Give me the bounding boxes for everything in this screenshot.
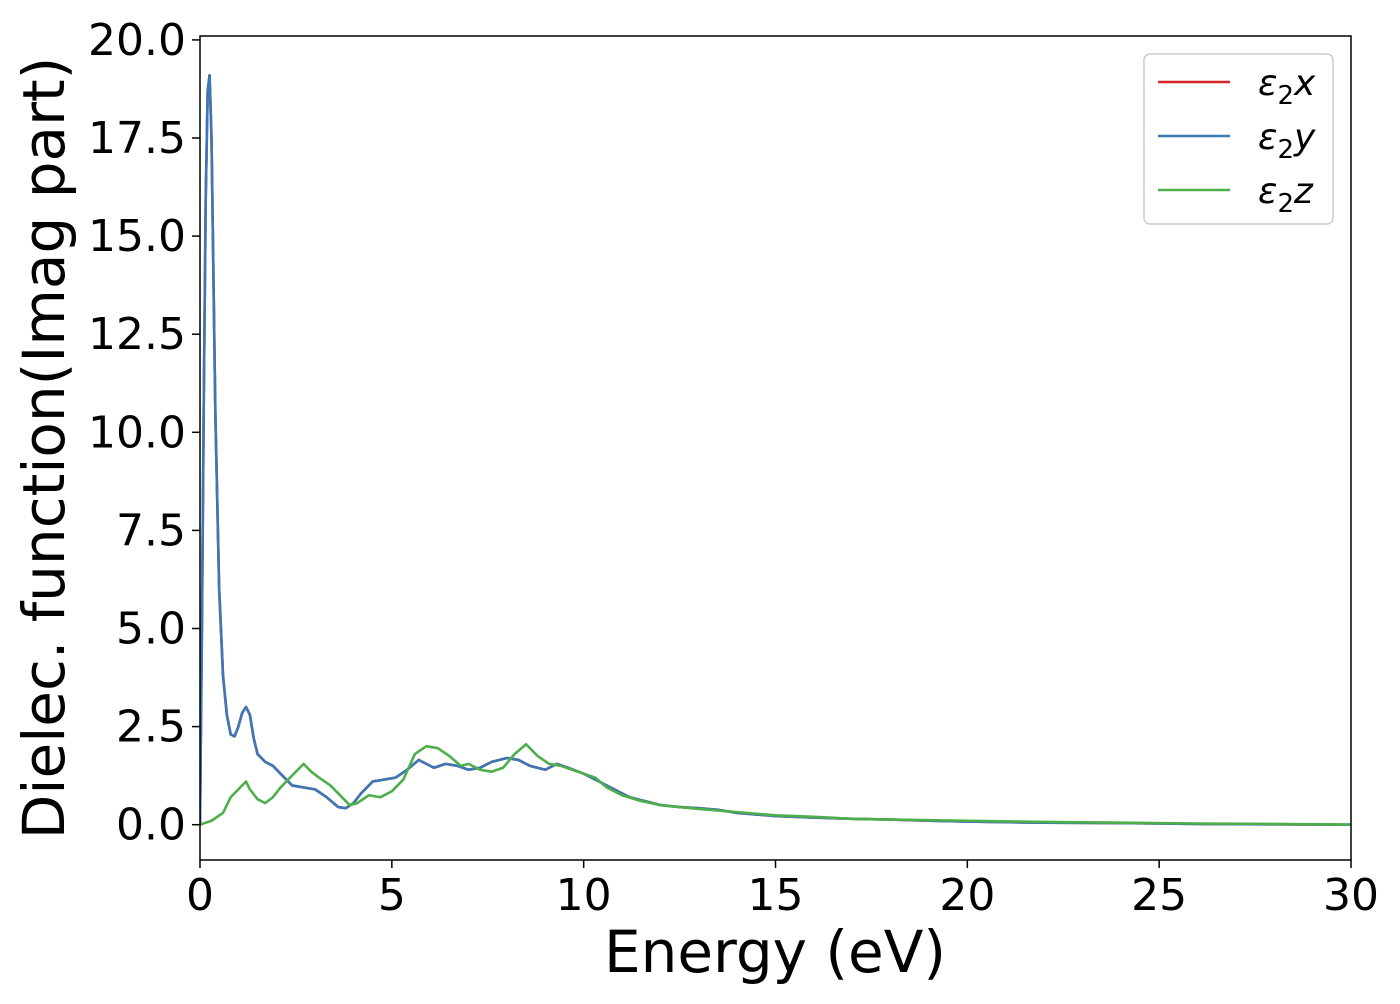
legend-label-y: ε2y <box>1258 117 1316 165</box>
x-tick-label: 30 <box>1323 870 1379 921</box>
y-tick-label: 12.5 <box>88 309 186 360</box>
y-tick-label: 5.0 <box>116 603 186 654</box>
y-tick-label: 15.0 <box>88 211 186 262</box>
legend: ε2x ε2y ε2z <box>1143 53 1334 225</box>
frame-layer <box>199 35 1352 861</box>
x-tick-label: 5 <box>378 870 406 921</box>
x-tick-label: 0 <box>186 870 214 921</box>
plot-frame <box>199 35 1352 861</box>
legend-label-z: ε2z <box>1258 171 1314 219</box>
series-layer <box>200 73 1351 826</box>
x-tick-label: 15 <box>748 870 804 921</box>
legend-box <box>1143 53 1334 225</box>
y-tick-label: 20.0 <box>88 15 186 66</box>
x-axis-label: Energy (eV) <box>604 918 946 986</box>
x-tick-label: 20 <box>939 870 995 921</box>
y-tick-label: 10.0 <box>88 407 186 458</box>
series-line-z <box>200 742 1351 826</box>
legend-label-x: ε2x <box>1258 63 1316 111</box>
y-tick-label: 17.5 <box>88 113 186 164</box>
y-tick-label: 2.5 <box>116 702 186 753</box>
y-tick-label: 0.0 <box>116 800 186 851</box>
axes-layer: 0 5 10 15 20 25 30 0.0 2.5 5.0 7.5 10.0 12.5 15.0 17.5… <box>88 15 1379 921</box>
y-tick-label: 7.5 <box>116 505 186 556</box>
x-tick-label: 25 <box>1131 870 1187 921</box>
x-tick-label: 10 <box>556 870 612 921</box>
y-axis-label: Dielec. function(Imag part) <box>10 57 78 840</box>
